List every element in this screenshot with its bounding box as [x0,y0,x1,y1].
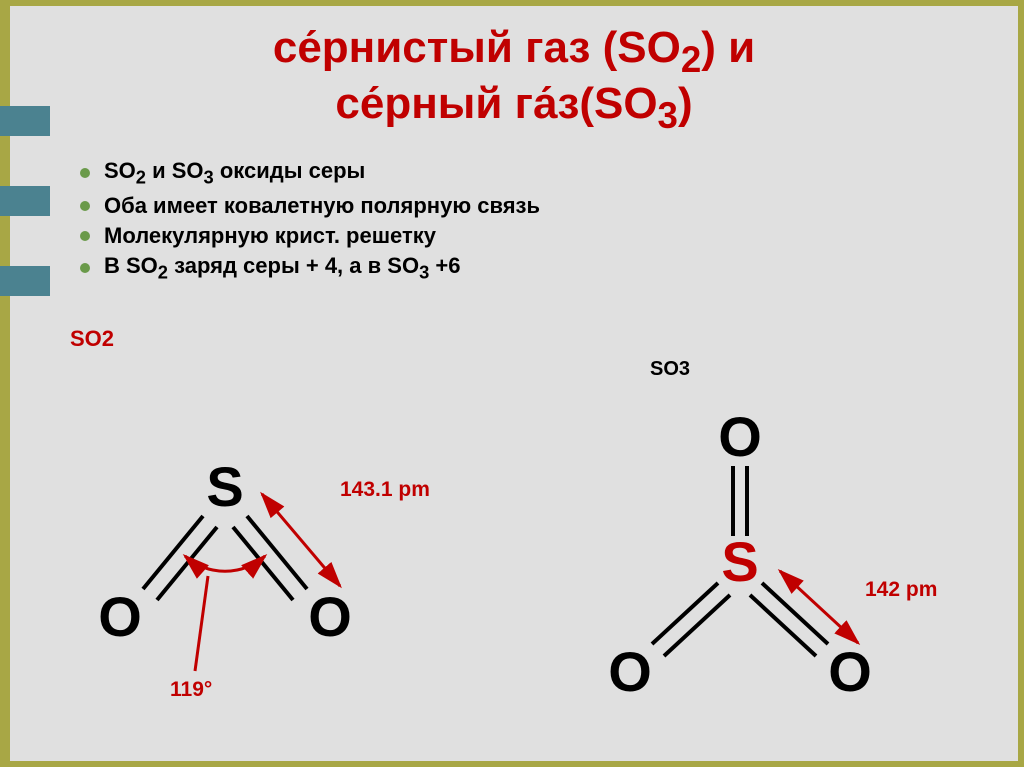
b4-pre: В SO [104,253,158,278]
so2-angle-label: 119° [170,678,212,701]
so2-bond-right [233,516,307,600]
so3-O-top-atom: O [718,405,762,468]
title-line2-pre: се́рный га́з(SO [335,79,657,128]
title-line1-sub: 2 [681,39,701,80]
bullet-1: SO2 и SO3 оксиды серы [80,158,1018,188]
title-line2-sub: 3 [658,95,678,136]
side-tab-1 [0,106,50,136]
so3-O-right-atom: O [828,640,872,703]
b4-sub2: 3 [419,261,429,282]
title-line1-pre: се́рнистый газ (SO [273,23,681,72]
b4-post: +6 [429,253,460,278]
b1-sub2: 3 [204,167,214,188]
b1-pre: SO [104,158,136,183]
bullet-2-text: Оба имеет ковалетную полярную связь [104,193,540,219]
so3-O-left-atom: O [608,640,652,703]
b1-post: оксиды серы [214,158,366,183]
so2-S-atom: S [206,455,243,518]
b4-mid: заряд серы + 4, а в SO [168,253,419,278]
so3-bond-left [652,583,730,656]
so3-bond-right [750,583,828,656]
so2-O1-atom: O [98,585,142,648]
bullet-dot [80,168,90,178]
bullet-3-text: Молекулярную крист. решетку [104,223,436,249]
title-line2-post: ) [678,79,693,128]
so2-bondlength-label: 143.1 pm [340,478,430,501]
so2-bondlength-arrow [262,494,340,586]
title-line1-post: ) и [701,23,755,72]
bullet-4-text: В SO2 заряд серы + 4, а в SO3 +6 [104,253,460,283]
bullet-dot [80,231,90,241]
so2-angle-arc [185,556,265,571]
so2-O2-atom: O [308,585,352,648]
b4-sub1: 2 [158,261,168,282]
so3-S-atom: S [721,530,758,593]
b1-sub1: 2 [136,167,146,188]
side-tab-3 [0,266,50,296]
b1-mid: и SO [146,158,204,183]
diagram-area: S O O 143.1 pm 119° [10,306,1018,761]
so3-diagram: S O O O 142 pm [570,391,990,751]
slide-frame: се́рнистый газ (SO2) и се́рный га́з(SO3)… [0,0,1024,767]
so2-diagram: S O O 143.1 pm 119° [50,386,480,716]
so3-bondlength-label: 142 pm [865,578,937,601]
bullet-2: Оба имеет ковалетную полярную связь [80,193,1018,219]
slide-title: се́рнистый газ (SO2) и се́рный га́з(SO3) [10,6,1018,136]
bullet-1-text: SO2 и SO3 оксиды серы [104,158,365,188]
bullet-4: В SO2 заряд серы + 4, а в SO3 +6 [80,253,1018,283]
side-tab-2 [0,186,50,216]
bullet-dot [80,263,90,273]
so2-angle-leader [195,576,208,671]
bullet-dot [80,201,90,211]
bullet-3: Молекулярную крист. решетку [80,223,1018,249]
bullets-list: SO2 и SO3 оксиды серы Оба имеет ковалетн… [80,158,1018,283]
so3-bond-top [733,466,747,536]
slide-body: се́рнистый газ (SO2) и се́рный га́з(SO3)… [10,6,1018,761]
